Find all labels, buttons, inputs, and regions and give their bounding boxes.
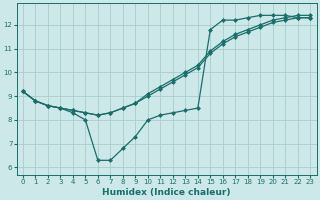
X-axis label: Humidex (Indice chaleur): Humidex (Indice chaleur) [102,188,231,197]
